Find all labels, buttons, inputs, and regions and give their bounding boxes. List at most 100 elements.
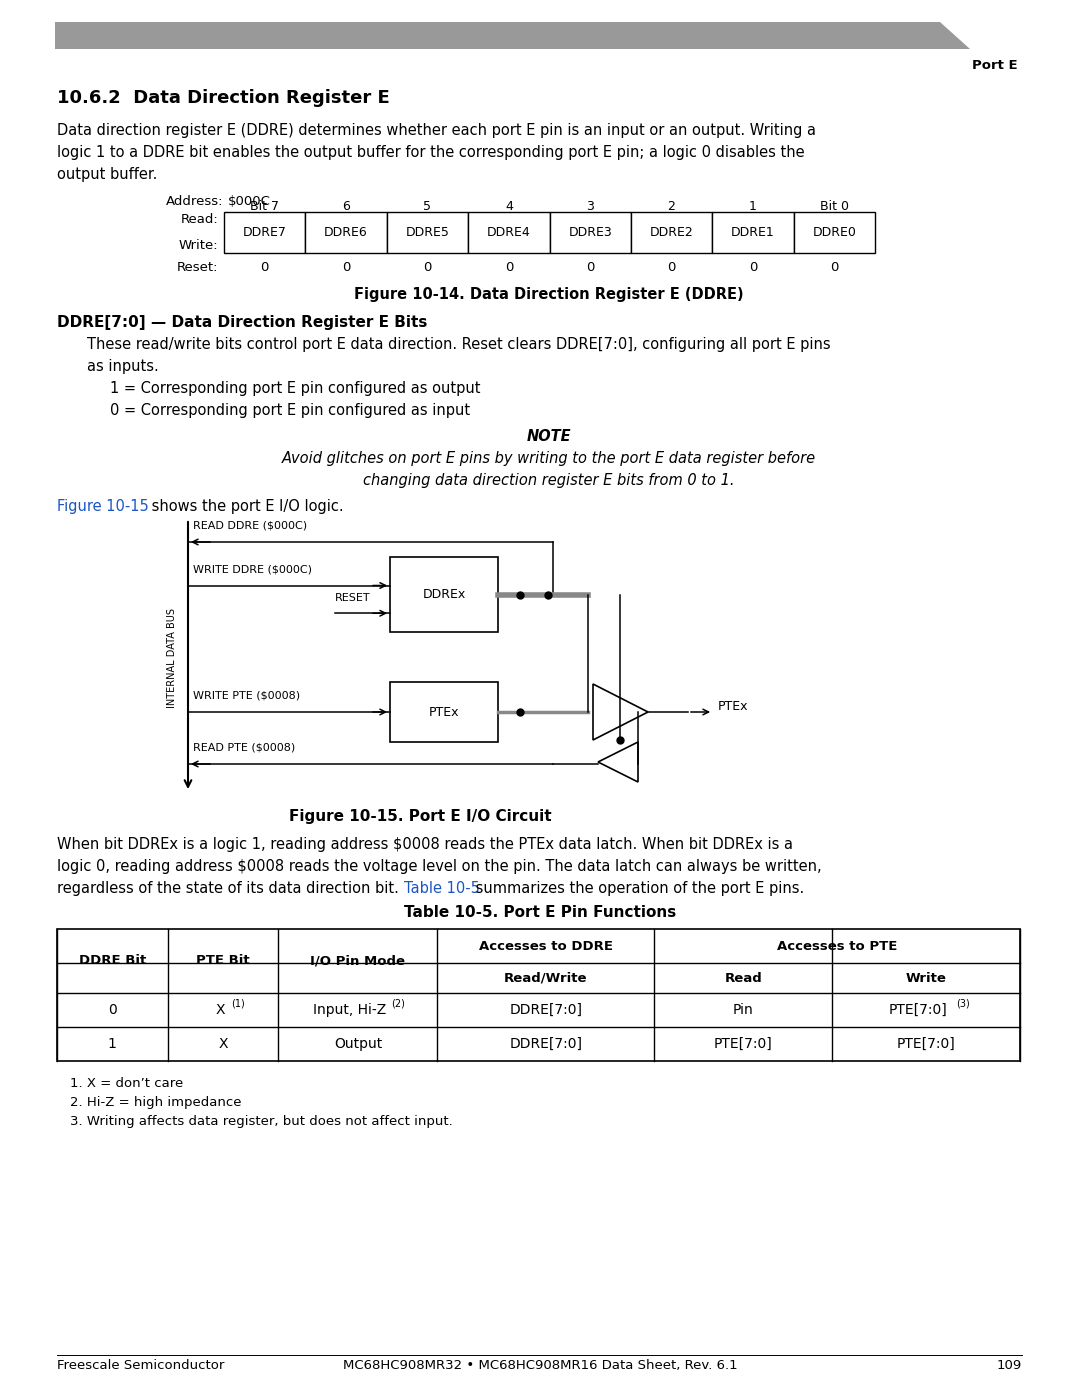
Text: DDRE6: DDRE6 — [324, 226, 368, 239]
Text: WRITE DDRE ($000C): WRITE DDRE ($000C) — [193, 564, 312, 574]
Text: Input, Hi-Z: Input, Hi-Z — [313, 1003, 387, 1017]
Text: 0: 0 — [342, 261, 350, 274]
Bar — [832, 929, 833, 963]
Text: PTEx: PTEx — [718, 700, 748, 712]
Text: Write: Write — [906, 971, 946, 985]
Text: Read: Read — [725, 971, 762, 985]
Text: I/O Pin Mode: I/O Pin Mode — [310, 954, 405, 968]
Bar — [712, 212, 794, 253]
Text: 2: 2 — [667, 200, 675, 212]
Text: 0: 0 — [748, 261, 757, 274]
Text: changing data direction register E bits from 0 to 1.: changing data direction register E bits … — [363, 474, 734, 488]
Polygon shape — [593, 685, 648, 740]
Text: Reset:: Reset: — [176, 261, 218, 274]
Text: 5: 5 — [423, 200, 431, 212]
Text: Figure 10-15: Figure 10-15 — [57, 499, 149, 514]
Bar — [794, 212, 875, 253]
Text: Read/Write: Read/Write — [504, 971, 588, 985]
Text: DDREx: DDREx — [422, 588, 465, 601]
Text: DDRE5: DDRE5 — [405, 226, 449, 239]
Text: Write:: Write: — [178, 239, 218, 251]
Text: READ PTE ($0008): READ PTE ($0008) — [193, 743, 295, 753]
Text: 0: 0 — [108, 1003, 117, 1017]
Text: PTE[7:0]: PTE[7:0] — [896, 1037, 956, 1051]
Text: DDRE[7:0] — Data Direction Register E Bits: DDRE[7:0] — Data Direction Register E Bi… — [57, 314, 428, 330]
Text: Data direction register E (DDRE) determines whether each port E pin is an input : Data direction register E (DDRE) determi… — [57, 123, 816, 138]
Text: 1. X = don’t care: 1. X = don’t care — [70, 1077, 184, 1090]
Text: 0: 0 — [831, 261, 838, 274]
Text: 0: 0 — [423, 261, 432, 274]
Bar — [306, 212, 387, 253]
Text: 6: 6 — [342, 200, 350, 212]
Text: NOTE: NOTE — [527, 429, 571, 444]
Text: Accesses to PTE: Accesses to PTE — [777, 940, 897, 953]
Text: 3. Writing affects data register, but does not affect input.: 3. Writing affects data register, but do… — [70, 1115, 453, 1127]
Text: When bit DDREx is a logic 1, reading address $0008 reads the PTEx data latch. Wh: When bit DDREx is a logic 1, reading add… — [57, 837, 793, 852]
Text: DDRE1: DDRE1 — [731, 226, 774, 239]
Text: DDRE2: DDRE2 — [650, 226, 693, 239]
Bar — [468, 212, 550, 253]
Text: Table 10-5. Port E Pin Functions: Table 10-5. Port E Pin Functions — [404, 905, 676, 921]
Text: MC68HC908MR32 • MC68HC908MR16 Data Sheet, Rev. 6.1: MC68HC908MR32 • MC68HC908MR16 Data Sheet… — [342, 1359, 738, 1372]
Text: output buffer.: output buffer. — [57, 168, 158, 182]
Text: 109: 109 — [997, 1359, 1022, 1372]
Text: Figure 10-14. Data Direction Register E (DDRE): Figure 10-14. Data Direction Register E … — [354, 286, 744, 302]
Text: DDRE3: DDRE3 — [568, 226, 612, 239]
Text: DDRE4: DDRE4 — [487, 226, 530, 239]
Text: Pin: Pin — [732, 1003, 754, 1017]
Text: Bit 0: Bit 0 — [820, 200, 849, 212]
Text: 0: 0 — [667, 261, 676, 274]
Text: WRITE PTE ($0008): WRITE PTE ($0008) — [193, 692, 300, 701]
Text: 10.6.2  Data Direction Register E: 10.6.2 Data Direction Register E — [57, 89, 390, 108]
Bar — [224, 212, 306, 253]
Text: X: X — [215, 1003, 225, 1017]
Text: 3: 3 — [586, 200, 594, 212]
Text: shows the port E I/O logic.: shows the port E I/O logic. — [147, 499, 343, 514]
Text: Address:: Address: — [165, 196, 222, 208]
Bar — [390, 682, 498, 742]
Text: DDRE[7:0]: DDRE[7:0] — [510, 1037, 582, 1051]
Text: Read:: Read: — [180, 212, 218, 226]
Text: logic 0, reading address $0008 reads the voltage level on the pin. The data latc: logic 0, reading address $0008 reads the… — [57, 859, 822, 875]
Text: DDRE7: DDRE7 — [243, 226, 286, 239]
Text: DDRE Bit: DDRE Bit — [79, 954, 146, 968]
Text: logic 1 to a DDRE bit enables the output buffer for the corresponding port E pin: logic 1 to a DDRE bit enables the output… — [57, 145, 805, 161]
Bar — [631, 212, 712, 253]
Text: PTE Bit: PTE Bit — [197, 954, 249, 968]
Bar — [390, 557, 498, 631]
Text: X: X — [218, 1037, 228, 1051]
Text: (2): (2) — [391, 997, 405, 1009]
Text: (1): (1) — [231, 997, 245, 1009]
Text: regardless of the state of its data direction bit.: regardless of the state of its data dire… — [57, 882, 404, 895]
Text: 0 = Corresponding port E pin configured as input: 0 = Corresponding port E pin configured … — [110, 402, 470, 418]
Text: PTE[7:0]: PTE[7:0] — [714, 1037, 772, 1051]
Text: Table 10-5: Table 10-5 — [404, 882, 480, 895]
Text: (3): (3) — [956, 997, 970, 1009]
Text: 1: 1 — [750, 200, 757, 212]
Text: INTERNAL DATA BUS: INTERNAL DATA BUS — [167, 608, 177, 708]
Text: Output: Output — [334, 1037, 382, 1051]
Text: as inputs.: as inputs. — [87, 359, 159, 374]
Text: Freescale Semiconductor: Freescale Semiconductor — [57, 1359, 225, 1372]
Text: Figure 10-15. Port E I/O Circuit: Figure 10-15. Port E I/O Circuit — [288, 809, 551, 824]
Text: Accesses to DDRE: Accesses to DDRE — [478, 940, 612, 953]
Bar — [57, 929, 1020, 1060]
Text: PTEx: PTEx — [429, 705, 459, 718]
Text: 0: 0 — [504, 261, 513, 274]
Bar — [387, 212, 468, 253]
Text: 2. Hi-Z = high impedance: 2. Hi-Z = high impedance — [70, 1097, 242, 1109]
Text: Avoid glitches on port E pins by writing to the port E data register before: Avoid glitches on port E pins by writing… — [282, 451, 816, 467]
Text: $000C: $000C — [228, 196, 271, 208]
Text: DDRE[7:0]: DDRE[7:0] — [510, 1003, 582, 1017]
Text: Port E: Port E — [972, 59, 1018, 73]
Text: DDRE0: DDRE0 — [812, 226, 856, 239]
Text: Bit 7: Bit 7 — [251, 200, 280, 212]
Text: 1 = Corresponding port E pin configured as output: 1 = Corresponding port E pin configured … — [110, 381, 481, 395]
Text: 1: 1 — [108, 1037, 117, 1051]
Text: 0: 0 — [586, 261, 594, 274]
Bar — [550, 212, 631, 253]
Text: RESET: RESET — [335, 594, 370, 604]
Text: PTE[7:0]: PTE[7:0] — [889, 1003, 947, 1017]
Polygon shape — [598, 742, 638, 782]
Text: 0: 0 — [260, 261, 269, 274]
